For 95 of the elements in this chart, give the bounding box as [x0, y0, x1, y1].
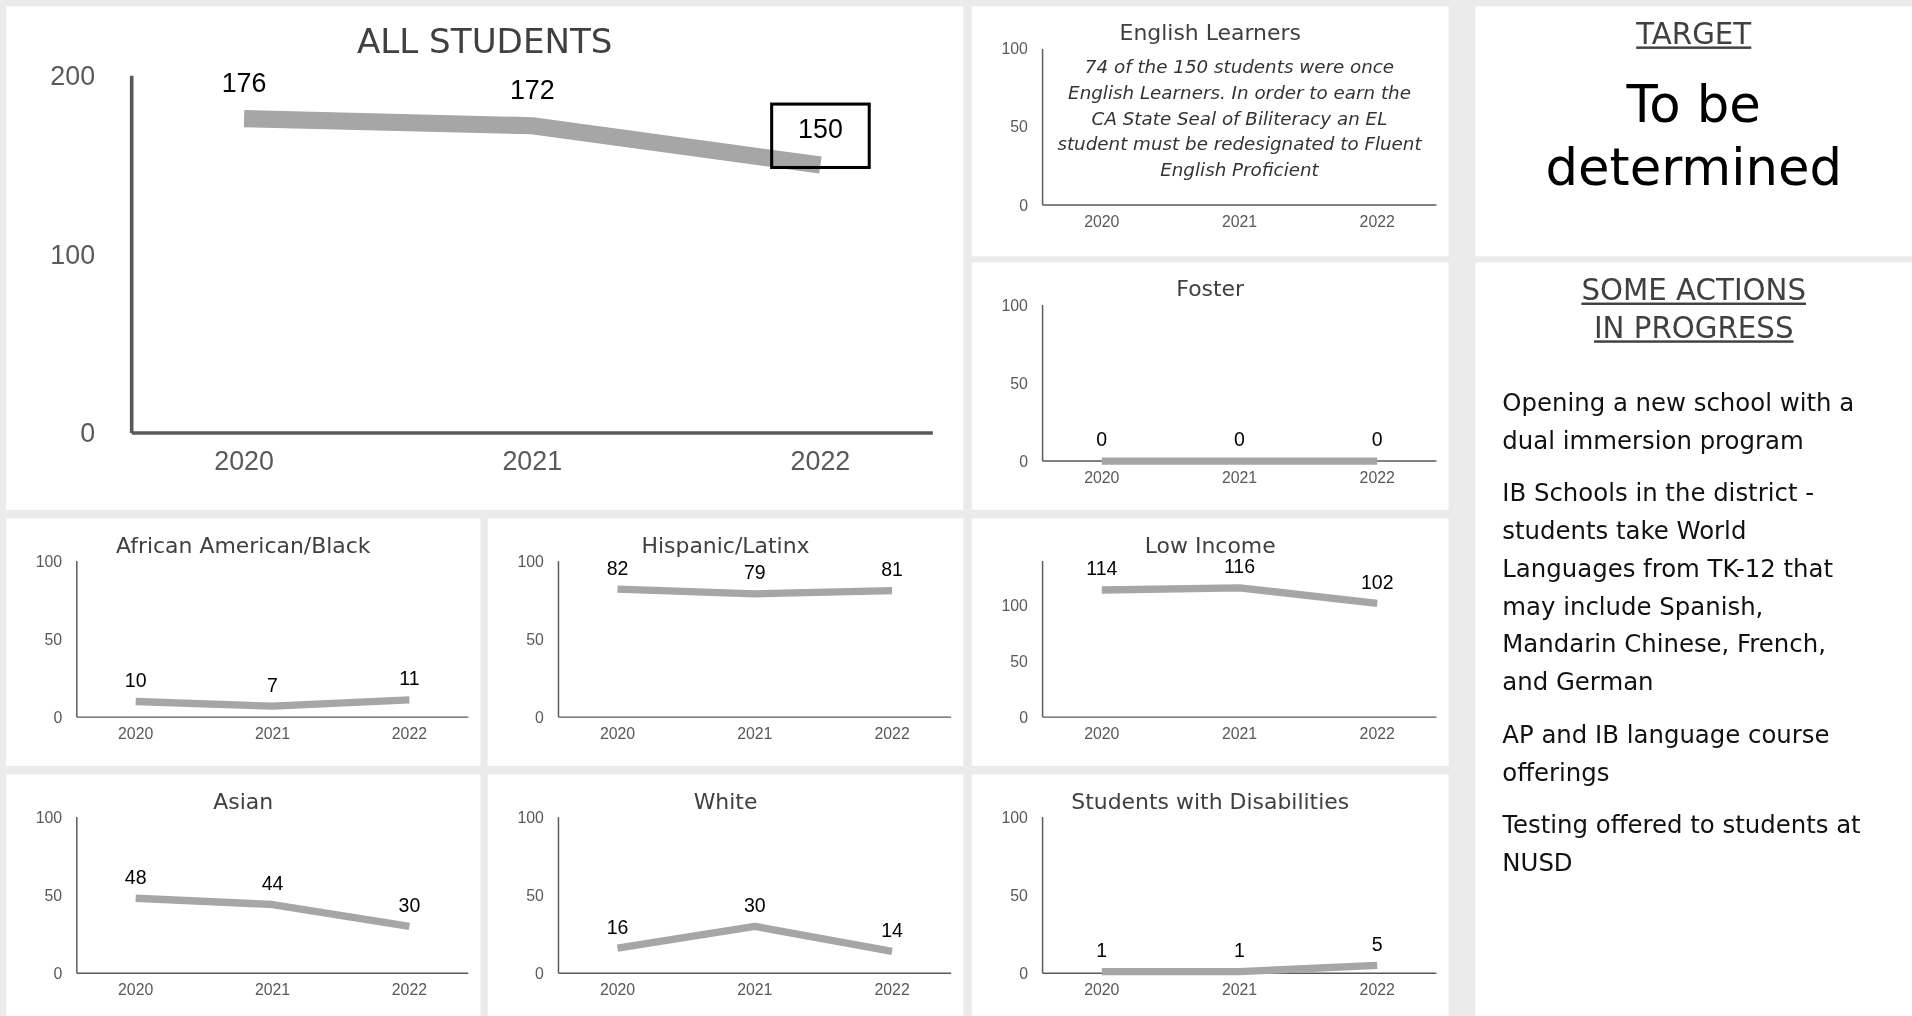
text: IB Schools in the district - students take World Languages from TK-12 that may include Spanish, Mandarin Chinese, French, and German [1502, 477, 1835, 699]
x-tick-label: 2020 [118, 981, 154, 999]
x-tick-label: 2022 [790, 445, 851, 476]
chart-title: Asian [213, 788, 274, 814]
y-tick-label: 50 [526, 630, 545, 648]
text: TARGET [1635, 16, 1753, 54]
y-tick-label: 0 [1019, 964, 1029, 982]
data-label: 48 [124, 865, 147, 888]
data-label: 81 [881, 558, 903, 581]
y-tick-label: 50 [44, 630, 63, 648]
data-label: 114 [1086, 557, 1118, 580]
x-tick-label: 2022 [1359, 212, 1396, 230]
x-tick-label: 2022 [874, 725, 910, 743]
x-tick-label: 2020 [1084, 725, 1120, 743]
x-tick-label: 2022 [874, 981, 910, 999]
data-label: 0 [1234, 428, 1246, 451]
x-tick-label: 2021 [1221, 469, 1258, 486]
x-tick-label: 2021 [254, 725, 291, 743]
chart-title: White [693, 788, 758, 814]
y-tick-label: 50 [44, 886, 63, 904]
y-tick-label: 0 [535, 708, 545, 726]
text: AP and IB language course offerings [1502, 718, 1831, 789]
chart-title: Low Income [1144, 532, 1276, 558]
x-tick-label: 2022 [391, 981, 428, 999]
x-tick-label: 2022 [1359, 469, 1396, 486]
data-label: 11 [399, 667, 420, 690]
y-tick-label: 100 [1001, 40, 1029, 58]
text: SOME ACTIONS IN PROGRESS [1580, 272, 1808, 348]
y-tick-label: 100 [1001, 597, 1029, 615]
x-tick-label: 2021 [737, 725, 773, 743]
data-label: 5 [1371, 932, 1383, 955]
chart-title: Foster [1176, 276, 1246, 302]
y-tick-label: 100 [35, 552, 63, 570]
x-tick-label: 2021 [1221, 725, 1258, 743]
data-label: 44 [261, 871, 284, 894]
x-tick-label: 2021 [737, 981, 773, 999]
y-tick-label: 0 [1019, 708, 1029, 726]
chart-title: ALL STUDENTS [356, 20, 613, 61]
data-label: 1 [1096, 939, 1108, 961]
data-label: 30 [743, 893, 766, 916]
y-tick-label: 200 [50, 61, 96, 92]
y-tick-label: 100 [35, 808, 63, 826]
y-tick-label: 50 [1010, 652, 1029, 670]
text: Testing offered to students at NUSD [1502, 808, 1862, 879]
y-tick-label: 0 [80, 418, 96, 449]
x-tick-label: 2020 [1084, 981, 1120, 999]
x-tick-label: 2021 [502, 445, 563, 476]
data-label: 0 [1096, 428, 1108, 451]
y-tick-label: 0 [535, 964, 545, 982]
x-tick-label: 2022 [1359, 725, 1396, 743]
y-tick-label: 50 [1010, 886, 1029, 904]
y-tick-label: 100 [1001, 808, 1029, 826]
y-tick-label: 100 [517, 808, 545, 826]
y-tick-label: 100 [1001, 296, 1029, 314]
data-label: 79 [743, 561, 766, 584]
text: Opening a new school with a dual immersion program [1502, 386, 1856, 457]
data-label: 172 [509, 74, 555, 105]
data-label: 30 [398, 893, 421, 916]
data-label: 7 [267, 673, 278, 696]
y-tick-label: 50 [526, 886, 545, 904]
chart-title: Hispanic/Latinx [641, 532, 810, 558]
data-label: 82 [606, 556, 629, 579]
y-tick-label: 0 [1019, 452, 1029, 470]
chart-title: African American/Black [115, 532, 371, 558]
data-label: 16 [606, 915, 629, 938]
y-tick-label: 0 [53, 964, 63, 982]
y-tick-label: 0 [1019, 196, 1029, 214]
text: To be determined [1544, 73, 1843, 200]
x-tick-label: 2021 [1221, 212, 1258, 230]
data-label: 14 [881, 918, 904, 941]
y-tick-label: 50 [1010, 374, 1029, 392]
x-tick-label: 2021 [254, 981, 291, 999]
data-label: 102 [1360, 570, 1394, 593]
x-tick-label: 2020 [599, 981, 636, 999]
data-label: 176 [221, 67, 267, 98]
x-tick-label: 2020 [214, 445, 274, 476]
x-tick-label: 2020 [1084, 212, 1120, 230]
x-tick-label: 2022 [1359, 981, 1396, 999]
chart-title: Students with Disabilities [1071, 788, 1350, 814]
y-tick-label: 0 [53, 708, 63, 726]
annotation: 74 of the 150 students were once English Learners. In order to earn the CA State Seal of Biliteracy an EL student must be redesignated to Fluent English Proficient [1056, 55, 1423, 183]
data-label: 116 [1223, 555, 1256, 578]
x-tick-label: 2020 [118, 725, 154, 743]
data-label: 0 [1371, 428, 1383, 451]
x-tick-label: 2020 [1084, 469, 1120, 486]
y-tick-label: 100 [50, 239, 96, 270]
x-tick-label: 2020 [599, 725, 636, 743]
x-tick-label: 2022 [391, 725, 428, 743]
chart-title: English Learners [1119, 20, 1301, 46]
data-label: 1 [1234, 939, 1245, 961]
x-tick-label: 2021 [1221, 981, 1258, 999]
data-label: 150 [798, 114, 843, 145]
data-label: 10 [124, 668, 147, 691]
y-tick-label: 50 [1010, 118, 1029, 136]
y-tick-label: 100 [517, 552, 545, 570]
